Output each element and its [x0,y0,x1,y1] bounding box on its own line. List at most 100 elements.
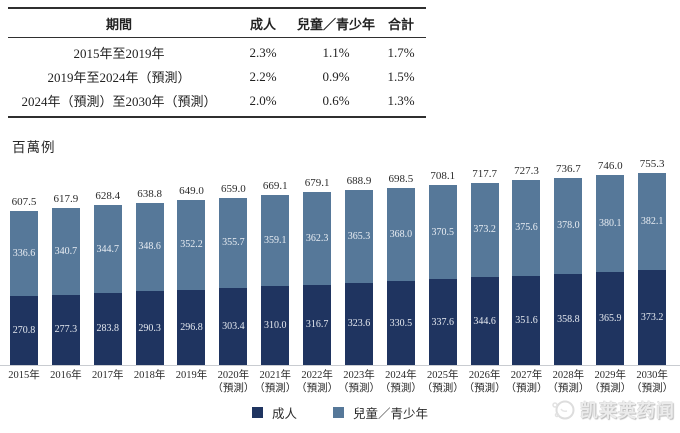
bar-column: 617.9 340.7 277.3 [45,193,87,365]
children-cell: 1.1% [322,44,350,60]
x-axis-label: 2015年 [8,370,40,381]
bar-segment-children: 368.0 [386,187,415,281]
bar-segment-children: 344.7 [93,205,122,293]
table-row: 2019年至2024年（預測） 2.2% 0.9% 1.5% [8,65,426,89]
x-axis-label: 2022年 （預測） [296,370,339,394]
stacked-bar: 365.3 323.6 [344,189,373,365]
bar-total-label: 679.1 [304,177,330,190]
legend-label: 兒童／青少年 [353,407,429,421]
bar-total-label: 717.7 [472,167,497,180]
stacked-bar: 352.2 296.8 [177,200,206,365]
bar-column: 669.1 359.1 310.0 [254,180,296,365]
bar-segment-label: 296.8 [180,321,203,333]
watermark-text: 凯莱英药闻 [580,401,675,421]
bar-segment-adult: 323.6 [344,282,373,365]
bar-segment-label: 368.0 [389,228,413,240]
bar-segment-label: 362.3 [305,232,329,244]
bar-segment-label: 348.6 [138,241,161,253]
bar-chart: 607.5 336.6 270.8 617.9 340.7 277.3 628.4 344.7… [3,0,673,365]
bar-segment-label: 316.7 [305,319,329,331]
legend-item: 兒童／青少年 [333,403,428,422]
bar-segment-label: 336.6 [12,247,36,259]
bar-segment-adult: 283.8 [93,292,122,365]
bar-column: 659.0 355.7 303.4 [212,183,254,365]
legend-item: 成人 [251,403,297,422]
table-header-row: 期間 成人 兒童／青少年 合計 [8,7,426,38]
bar-segment-children: 348.6 [135,202,164,292]
total-cell: 1.5% [387,68,415,84]
period-cell: 2024年（預測）至2030年（預測） [8,88,230,118]
bar-segment-label: 303.4 [222,320,245,332]
bar-column: 727.3 375.6 351.6 [506,165,548,365]
bar-column: 755.3 382.1 373.2 [631,158,673,365]
bar-segment-label: 344.6 [473,315,496,327]
bar-column: 688.9 365.3 323.6 [338,175,380,365]
x-axis-label: 2027年 （預測） [505,370,548,394]
watermark-logo-icon [551,397,577,423]
x-axis-label: 2030年 （預測） [631,370,674,394]
watermark: 凯莱英药闻 [551,397,675,423]
bar-total-label: 649.0 [179,185,204,198]
bar-segment-label: 270.8 [12,325,36,337]
stacked-bar: 373.2 344.6 [470,182,499,365]
bar-segment-children: 352.2 [177,200,206,290]
bar-total-label: 688.9 [346,174,372,187]
bar-segment-adult: 358.8 [554,273,583,365]
total-cell: 1.3% [376,88,426,118]
bar-segment-adult: 310.0 [261,286,290,365]
bar-column: 736.7 378.0 358.8 [547,163,589,365]
bar-segment-label: 340.7 [54,245,78,257]
growth-rate-table: 期間 成人 兒童／青少年 合計 2015年至2019年 2.3% 1.1% 1.… [8,7,426,118]
bar-column: 607.5 336.6 270.8 [3,196,45,365]
table-row: 2024年（預測）至2030年（預測） 2.0% 0.6% 1.3% [8,88,426,118]
bar-total-label: 607.5 [11,195,37,208]
bar-total-label: 755.3 [639,158,665,171]
x-axis-label: 2017年 [91,370,124,381]
header-period: 期間 [8,7,230,38]
bar-segment-children: 336.6 [9,210,38,297]
bar-segment-label: 382.1 [640,216,664,228]
bar-total-label: 659.0 [220,182,246,195]
bar-segment-children: 355.7 [219,197,248,288]
bar-total-label: 736.7 [555,162,581,175]
stacked-bar: 355.7 303.4 [219,197,248,365]
bar-total-label: 746.0 [597,160,623,173]
bar-segment-children: 359.1 [261,194,290,287]
bar-segment-children: 362.3 [303,192,332,285]
bar-segment-children: 375.6 [512,180,541,276]
bar-total-label: 628.4 [95,190,121,203]
bar-segment-label: 277.3 [54,324,78,336]
bar-segment-label: 323.6 [347,318,371,330]
stacked-bar: 380.1 365.9 [596,175,625,365]
bar-total-label: 698.5 [388,172,414,185]
bar-segment-children: 380.1 [596,175,625,272]
x-axis-label: 2028年 （預測） [547,370,590,394]
bar-segment-label: 380.1 [598,218,622,230]
table-row: 2015年至2019年 2.3% 1.1% 1.7% [8,38,426,65]
total-cell: 1.7% [387,44,415,60]
x-axis-label: 2018年 [133,370,166,381]
bar-segment-children: 370.5 [428,185,457,280]
bar-segment-label: 344.7 [96,243,119,255]
header-total: 合計 [376,7,426,38]
bar-segment-label: 310.0 [263,320,287,332]
bar-total-label: 708.1 [430,170,456,183]
bar-segment-adult: 277.3 [51,294,80,365]
bar-segment-adult: 337.6 [428,279,457,365]
bar-segment-adult: 373.2 [638,270,667,365]
bar-segment-label: 373.2 [640,312,664,324]
stacked-bar: 362.3 316.7 [303,192,332,365]
bar-segment-label: 337.6 [431,316,454,328]
stacked-bar: 359.1 310.0 [261,194,290,365]
bar-segment-label: 352.2 [180,239,203,251]
x-axis-label: 2016年 [50,370,82,381]
bar-column: 649.0 352.2 296.8 [171,185,213,365]
legend-swatch-icon [333,407,344,418]
bar-segment-children: 382.1 [638,173,667,271]
x-axis-label: 2029年 （預測） [589,370,632,394]
bar-column: 638.8 348.6 290.3 [129,188,171,365]
y-axis-unit-label: 百萬例 [12,140,56,155]
bar-segment-label: 351.6 [515,314,538,326]
bar-segment-adult: 290.3 [135,291,164,365]
